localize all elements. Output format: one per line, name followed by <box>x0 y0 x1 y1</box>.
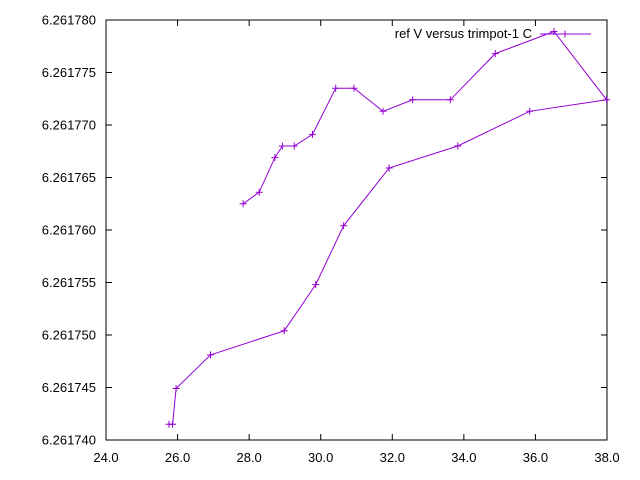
data-point-marker <box>526 107 534 115</box>
legend-label: ref V versus trimpot-1 C <box>395 26 532 41</box>
y-tick-label: 6.261750 <box>42 328 96 343</box>
data-point-marker <box>280 327 288 335</box>
y-tick-label: 6.261745 <box>42 380 96 395</box>
data-point-marker <box>207 351 214 359</box>
data-point-marker <box>350 84 358 92</box>
data-point-marker <box>491 50 499 58</box>
data-point-marker <box>454 142 462 150</box>
data-point-marker <box>603 96 611 104</box>
data-point-marker <box>409 96 417 104</box>
data-point-marker <box>290 142 298 150</box>
data-point-marker <box>340 222 348 230</box>
data-point-marker <box>312 281 320 289</box>
data-point-marker <box>278 142 286 150</box>
y-tick-label: 6.261775 <box>42 65 96 80</box>
data-series <box>165 28 611 428</box>
x-tick-label: 30.0 <box>308 450 333 465</box>
data-point-marker <box>446 96 454 104</box>
x-tick-label: 38.0 <box>594 450 619 465</box>
x-tick-label: 34.0 <box>451 450 476 465</box>
y-tick-label: 6.261780 <box>42 13 96 28</box>
x-tick-label: 28.0 <box>236 450 261 465</box>
y-tick-label: 6.261770 <box>42 118 96 133</box>
x-tick-label: 32.0 <box>380 450 405 465</box>
data-point-marker <box>271 154 279 162</box>
y-tick-label: 6.261760 <box>42 223 96 238</box>
x-tick-label: 36.0 <box>523 450 548 465</box>
data-point-marker <box>309 130 316 138</box>
data-point-marker <box>169 420 177 428</box>
x-tick-label: 26.0 <box>165 450 190 465</box>
y-tick-label: 6.261755 <box>42 275 96 290</box>
axis-ticks: 24.0 26.0 28.0 30.0 32.0 34.0 36.0 38.0 6.261740… <box>42 13 620 466</box>
x-tick-label: 24.0 <box>93 450 118 465</box>
y-tick-label: 6.261740 <box>42 433 96 448</box>
data-point-marker <box>239 200 247 208</box>
data-point-marker <box>172 385 180 392</box>
legend: ref V versus trimpot-1 C <box>395 26 591 41</box>
legend-marker <box>561 30 569 38</box>
data-point-marker <box>379 107 387 115</box>
data-point-marker <box>332 84 340 92</box>
y-tick-label: 6.261765 <box>42 170 96 185</box>
data-point-marker <box>385 164 393 172</box>
data-point-marker <box>255 188 263 196</box>
